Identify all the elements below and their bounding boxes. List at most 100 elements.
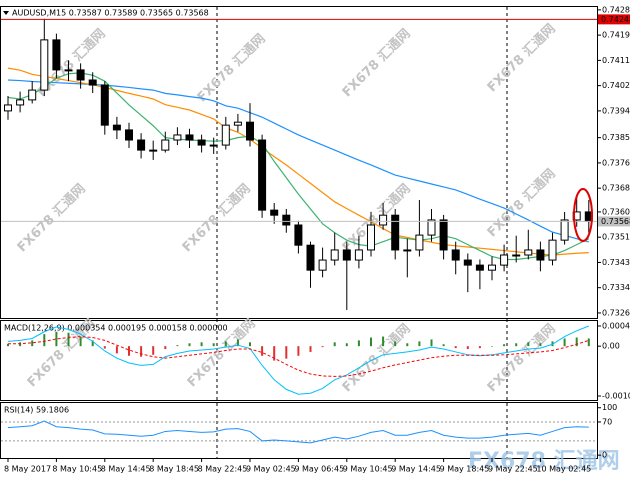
macd-bar [321, 346, 324, 348]
macd-bar [55, 331, 58, 347]
candle-body [512, 254, 521, 257]
candle-body [197, 139, 206, 146]
macd-bar [503, 344, 506, 347]
candle-body [560, 219, 569, 241]
y-tick-label: 0.00042 [602, 321, 630, 330]
y-tick-label: 0.74195 [602, 31, 630, 40]
macd-bar [466, 346, 469, 350]
x-tick-label: 9 May 10:45 [343, 465, 393, 474]
macd-bar [454, 346, 457, 349]
candle-body [342, 249, 351, 261]
macd-bar [382, 336, 385, 347]
candle-body [64, 69, 73, 72]
candle-body [258, 139, 267, 211]
candle-body [488, 264, 496, 271]
candle-body [100, 84, 109, 126]
macd-bar [236, 339, 239, 347]
candle-body [536, 249, 545, 261]
macd-bar [200, 342, 203, 347]
macd-bar [128, 346, 130, 356]
macd-bar [273, 346, 276, 361]
macd-bar [406, 343, 409, 347]
macd-bar [152, 346, 155, 355]
x-tick-label: 9 May 22:45 [488, 465, 538, 474]
candle-body [294, 224, 303, 246]
x-tick-label: 8 May 18:45 [149, 465, 199, 474]
x-tick-label: 10 May 02:45 [536, 465, 591, 474]
macd-line [8, 336, 589, 377]
macd-bar [527, 342, 530, 347]
x-tick-label: 8 May 14:45 [101, 465, 151, 474]
candle-body [548, 239, 557, 261]
macd-bar [563, 338, 566, 347]
macd-bar [212, 343, 215, 347]
candle-body [149, 149, 158, 152]
macd-bar [309, 346, 312, 352]
x-tick-label: 9 May 02:45 [246, 465, 296, 474]
y-tick-label: 70 [602, 417, 612, 426]
candle-body [40, 39, 49, 91]
price-label: 0.74248 [601, 15, 630, 24]
price-label-box [598, 14, 630, 25]
macd-bar [224, 341, 227, 347]
macd-bar [188, 343, 191, 347]
macd-bar [176, 345, 179, 347]
macd-bar [164, 346, 167, 350]
candle-body [209, 144, 218, 147]
macd-bar [587, 338, 590, 347]
macd-bar [442, 344, 445, 347]
macd-bar [418, 341, 421, 347]
y-tick-label: 0.73345 [602, 283, 630, 292]
y-tick-label: 100 [602, 403, 617, 412]
macd-bar [370, 337, 372, 347]
candle-body [221, 124, 230, 146]
candle-body [76, 69, 85, 81]
macd-bar [297, 346, 300, 356]
x-tick-label: 8 May 22:45 [198, 465, 248, 474]
price-label: 0.73568 [601, 217, 630, 226]
panel-title: AUDUSD,M15 0.73587 0.73589 0.73565 0.735… [12, 9, 209, 18]
plot: AUDUSD,M15 0.73587 0.73589 0.73565 0.735… [1, 5, 630, 474]
candle-body [112, 124, 121, 131]
macd-panel-frame [0, 320, 598, 401]
y-tick-label: 0.74025 [602, 81, 630, 90]
candle-body [4, 104, 12, 112]
macd-bar [103, 346, 106, 349]
candle-body [306, 244, 315, 271]
macd-bar [333, 342, 336, 347]
macd-bar [91, 340, 94, 347]
candle-body [246, 121, 254, 141]
macd-bar [249, 342, 251, 347]
macd-bar [357, 340, 360, 347]
candle-body [137, 139, 146, 151]
candle-body [403, 249, 412, 252]
candle-body [233, 121, 242, 126]
candle-body [524, 249, 533, 256]
panel-title: MACD(12,26,9) 0.000354 0.000195 0.000158… [4, 324, 228, 333]
panel-title: RSI(14) 59.1806 [4, 406, 69, 415]
candle-body [161, 139, 170, 151]
candle-body [463, 259, 472, 266]
macd-bar [515, 343, 518, 347]
candle-body [16, 99, 25, 106]
x-tick-label: 9 May 06:45 [294, 465, 344, 474]
macd-bar [79, 336, 82, 347]
x-tick-label: 9 May 18:45 [440, 465, 490, 474]
candle-body [379, 214, 388, 226]
macd-bar [345, 343, 348, 347]
rsi-panel-frame [0, 402, 598, 459]
macd-bar [491, 346, 493, 347]
candle-body [367, 224, 375, 251]
x-tick-label: 8 May 2017 [4, 465, 51, 474]
candle-body [173, 134, 182, 141]
price-label-box [598, 216, 630, 227]
